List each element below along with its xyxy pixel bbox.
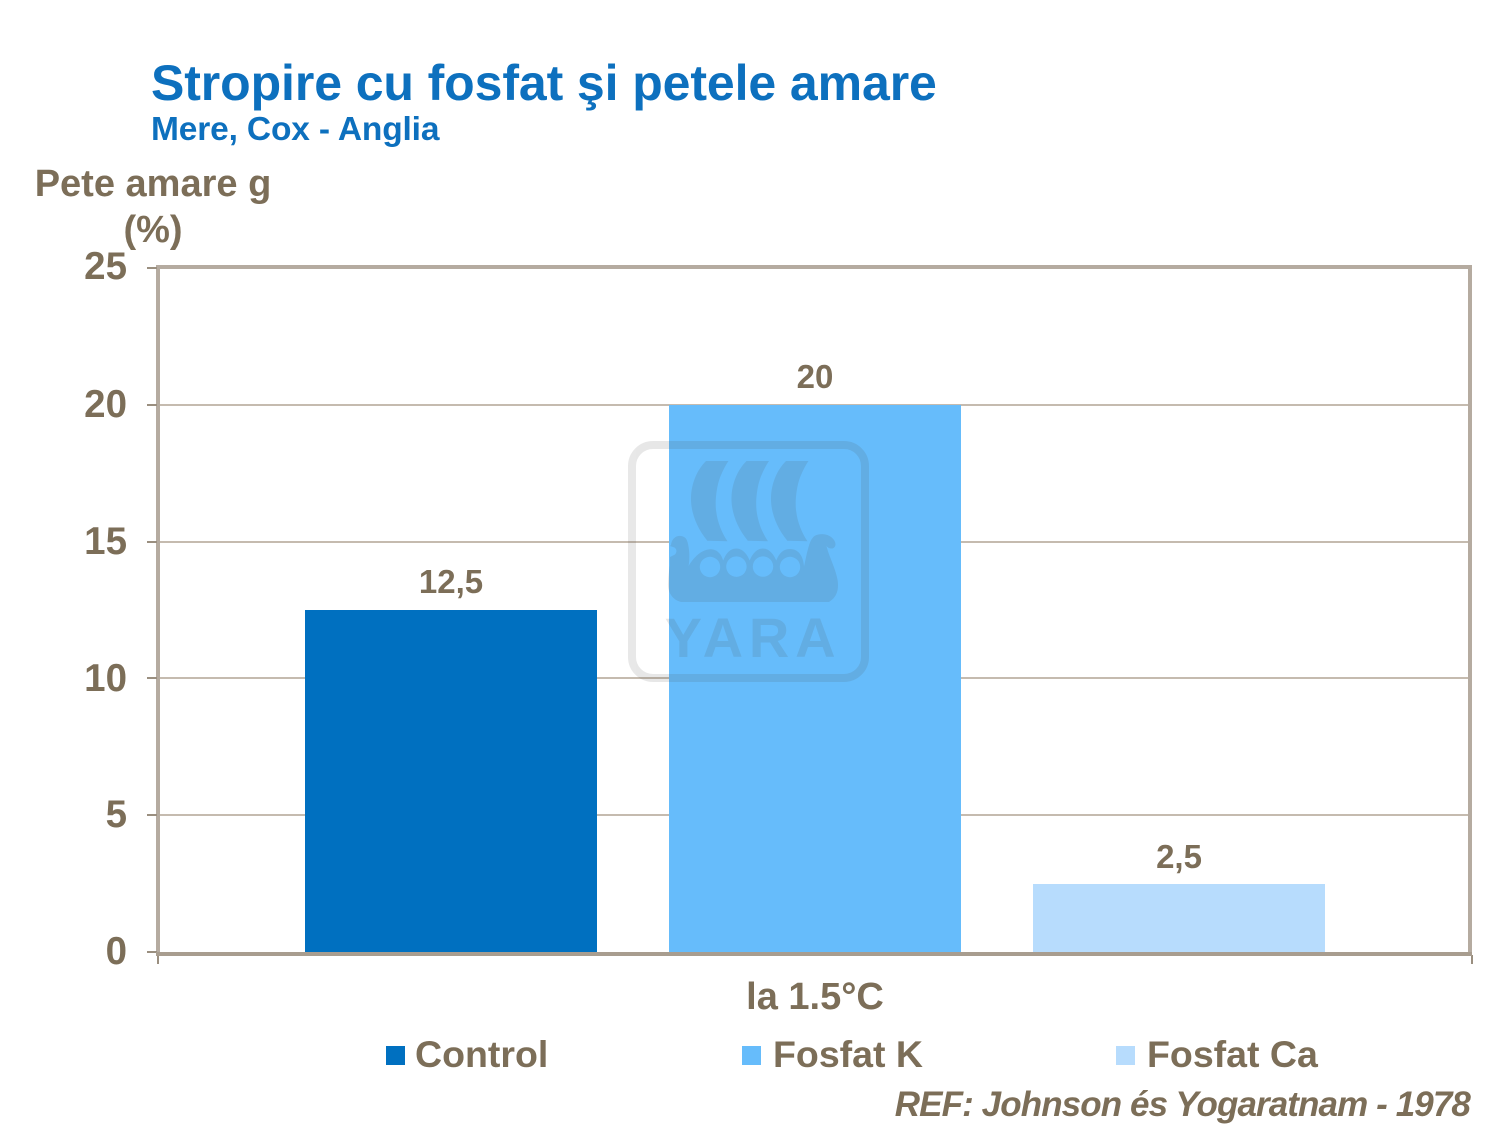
svg-text:YARA: YARA bbox=[665, 606, 842, 669]
